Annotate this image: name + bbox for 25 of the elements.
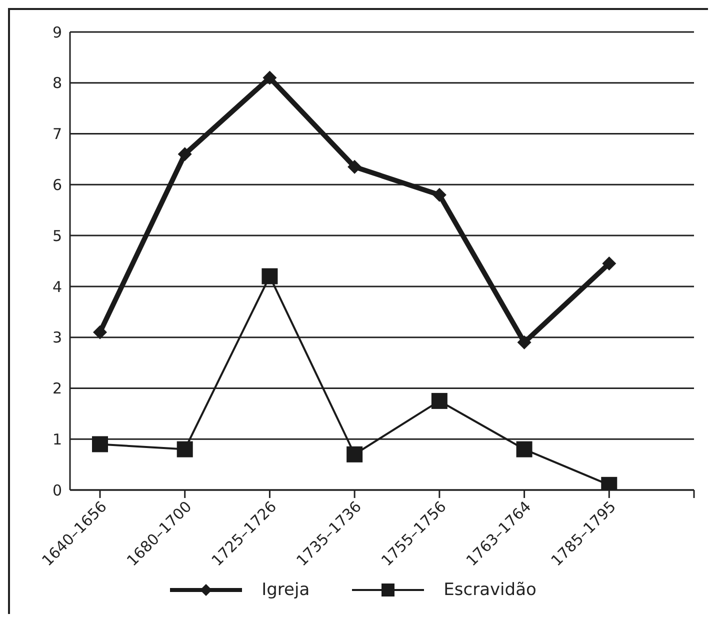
y-tick-label: 4 bbox=[52, 278, 62, 296]
point bbox=[178, 147, 192, 162]
point bbox=[176, 441, 193, 458]
y-tick-label: 1 bbox=[52, 430, 62, 448]
y-tick-label: 7 bbox=[52, 125, 62, 144]
y-tick-label: 9 bbox=[52, 23, 62, 42]
y-tick-label: 8 bbox=[52, 74, 62, 92]
point bbox=[517, 335, 532, 350]
legend-label: Igreja bbox=[262, 580, 310, 600]
y-tick-label: 3 bbox=[52, 328, 62, 347]
point bbox=[346, 446, 363, 462]
point bbox=[92, 436, 108, 452]
point bbox=[516, 441, 532, 458]
point bbox=[348, 160, 362, 174]
y-tick-label: 6 bbox=[52, 176, 62, 194]
point bbox=[262, 268, 278, 284]
point bbox=[431, 392, 448, 409]
y-tick-label: 5 bbox=[52, 226, 62, 245]
point bbox=[602, 256, 616, 271]
legend-label: Escravidão bbox=[444, 580, 536, 600]
y-tick-label: 2 bbox=[52, 380, 62, 398]
point bbox=[432, 188, 446, 202]
y-tick-label: 0 bbox=[52, 481, 62, 500]
point bbox=[93, 325, 107, 340]
point bbox=[262, 70, 277, 85]
